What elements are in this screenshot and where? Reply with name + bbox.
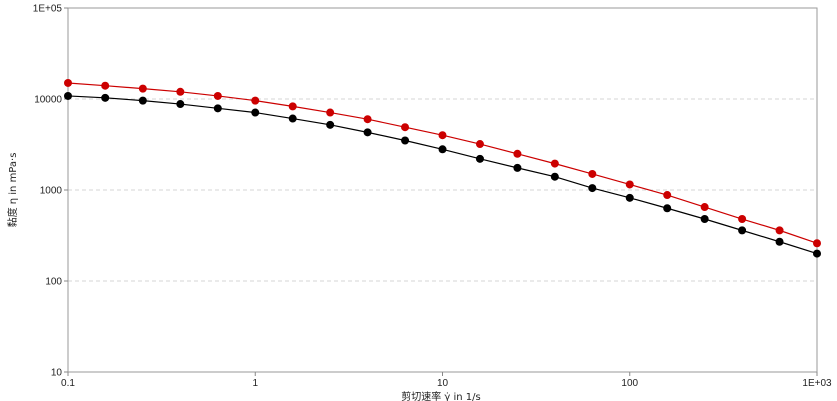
grid-layer [68,98,817,282]
series-2-point [438,145,447,154]
y-tick-label: 100 [45,277,62,288]
y-tick-label: 1000 [40,186,63,197]
series-2-point [663,204,672,213]
series-2-point [700,215,709,224]
x-tick-label: 100 [621,378,638,389]
series-2-point [813,249,821,258]
series-1-point [213,91,222,100]
series-2-point [213,104,222,113]
series-1-point [138,84,147,93]
tick-layer: 10 100 1000 10000 1E+05 0.1 1 10 100 1E+03 [33,4,832,390]
y-axis-title: 黏度 η in mPa·s [6,153,19,228]
y-tick-label: 1E+05 [33,4,63,15]
series-1-point [663,191,672,200]
y-tick-label: 10000 [34,95,62,106]
series-1-point [588,169,597,178]
series-1-point [550,159,559,168]
series-1-point [64,78,72,87]
series-1-point [813,239,821,248]
series-1-point [775,226,784,235]
series-2-point [550,172,559,181]
series-1-point [513,149,522,158]
series-1-point [700,203,709,212]
y-tick-label: 10 [51,368,63,379]
series-2-point [138,96,147,105]
series-2-point [401,136,410,145]
series-1-point [288,102,297,111]
series-1-point [475,140,484,149]
x-tick-label: 0.1 [61,378,75,389]
series-2-point [513,163,522,172]
series-1-point [176,87,185,96]
x-tick-label: 1 [252,378,258,389]
series-1-point [625,180,634,189]
series-2-point [326,120,335,129]
x-axis-title: 剪切速率 γ̇ in 1/s [401,390,481,401]
series-1-point [101,81,110,90]
series-1-point [401,123,410,132]
x-tick-label: 1E+03 [802,378,832,389]
series-1-point [326,108,335,117]
series-2-point [176,100,185,109]
series-2-point [775,237,784,246]
series-2-point [101,93,110,102]
x-tick-label: 10 [437,378,449,389]
series-2-line [67,95,818,255]
series-2-point [588,184,597,193]
series-2-point [475,154,484,163]
series-2-point [738,226,747,235]
series-2-point [251,108,260,117]
series-2-point [625,193,634,202]
series-1-point [438,131,447,140]
series-2-point [64,91,72,100]
series-2-point [288,114,297,123]
series-1-point [738,215,747,224]
series-layer [64,78,821,258]
series-2-point [363,128,372,137]
series-1-point [363,115,372,124]
series-1-point [251,96,260,105]
